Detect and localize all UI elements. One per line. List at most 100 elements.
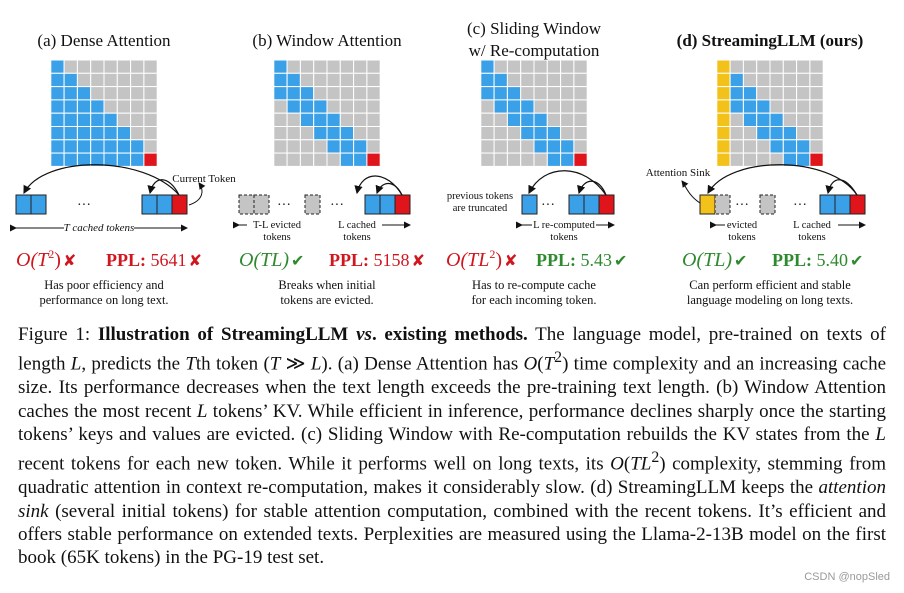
grid-cell bbox=[103, 126, 118, 141]
complexity-label: O(TL) ✔ bbox=[682, 249, 747, 271]
token-box bbox=[15, 194, 32, 215]
grid-cell bbox=[366, 152, 381, 167]
ppl-label: PPL: bbox=[536, 250, 581, 270]
ellipsis: ··· bbox=[541, 198, 555, 213]
cross-icon: ✘ bbox=[412, 253, 425, 270]
caption-label: Figure 1: bbox=[18, 324, 98, 345]
check-icon: ✔ bbox=[291, 253, 304, 270]
token-box bbox=[253, 194, 270, 215]
grid-cell bbox=[50, 86, 65, 101]
grid-cell bbox=[520, 86, 535, 101]
grid-cell bbox=[506, 59, 522, 74]
grid-cell bbox=[326, 152, 341, 167]
grid-cell bbox=[716, 72, 731, 88]
grid-cell bbox=[493, 139, 508, 154]
complexity-label: O(T2) ✘ bbox=[16, 247, 76, 271]
grid-cell bbox=[796, 86, 811, 101]
grid-cell bbox=[90, 126, 105, 141]
ppl-value: PPL: 5.43 ✔ bbox=[536, 250, 627, 270]
panel-description: Has poor efficiency and bbox=[44, 278, 164, 292]
grid-cell bbox=[273, 72, 288, 88]
grid-cell bbox=[90, 99, 105, 114]
attention-grid bbox=[480, 59, 588, 167]
grid-cell bbox=[782, 126, 798, 141]
grid-cell bbox=[76, 126, 92, 141]
panel-title: (b) Window Attention bbox=[252, 31, 402, 50]
grid-cell bbox=[50, 126, 65, 141]
grid-cell bbox=[742, 139, 758, 154]
grid-cell bbox=[90, 72, 105, 88]
grid-cell bbox=[313, 112, 328, 127]
grid-cell bbox=[560, 72, 575, 88]
grid-cell bbox=[506, 139, 522, 154]
grid-cell bbox=[130, 59, 145, 74]
grid-cell bbox=[506, 86, 522, 101]
complexity-label: O(TL2) ✘ bbox=[446, 247, 517, 271]
grid-cell bbox=[782, 139, 798, 154]
grid-cell bbox=[480, 86, 495, 101]
grid-cell bbox=[326, 99, 341, 114]
grid-cell bbox=[742, 126, 758, 141]
grid-cell bbox=[742, 59, 758, 74]
complexity-main: O(TL) bbox=[239, 249, 289, 271]
grid-cell bbox=[130, 72, 145, 88]
grid-cell bbox=[546, 139, 562, 154]
grid-cell bbox=[299, 126, 315, 141]
grid-cell bbox=[103, 99, 118, 114]
grid-cell bbox=[143, 126, 158, 141]
grid-cell bbox=[729, 126, 744, 141]
panel-description: tokens are evicted. bbox=[280, 293, 373, 307]
grid-cell bbox=[560, 112, 575, 127]
token-box bbox=[394, 194, 411, 215]
grid-cell bbox=[546, 99, 562, 114]
grid-cell bbox=[50, 139, 65, 154]
grid-cell bbox=[520, 99, 535, 114]
grid-cell bbox=[90, 112, 105, 127]
grid-cell bbox=[299, 72, 315, 88]
grid-cell bbox=[116, 152, 132, 167]
grid-cell bbox=[50, 72, 65, 88]
grid-cell bbox=[116, 126, 132, 141]
sink-arrow bbox=[681, 180, 701, 204]
token-box bbox=[521, 194, 538, 215]
grid-cell bbox=[546, 152, 562, 167]
grid-cell bbox=[506, 152, 522, 167]
grid-cell bbox=[560, 86, 575, 101]
grid-cell bbox=[63, 72, 78, 88]
grid-cell bbox=[366, 126, 381, 141]
grid-cell bbox=[326, 112, 341, 127]
grid-cell bbox=[313, 152, 328, 167]
grid-cell bbox=[573, 126, 588, 141]
ellipsis: ··· bbox=[330, 198, 344, 213]
grid-cell bbox=[782, 99, 798, 114]
grid-cell bbox=[493, 99, 508, 114]
grid-cell bbox=[63, 126, 78, 141]
grid-cell bbox=[769, 99, 784, 114]
token-box bbox=[598, 194, 615, 215]
grid-cell bbox=[76, 72, 92, 88]
attention-arrow bbox=[147, 179, 180, 196]
grid-cell bbox=[116, 72, 132, 88]
grid-cell bbox=[520, 139, 535, 154]
grid-cell bbox=[313, 139, 328, 154]
grid-cell bbox=[533, 152, 548, 167]
grid-cell bbox=[573, 72, 588, 88]
current-token-label: Current Token bbox=[172, 173, 236, 185]
grid-cell bbox=[63, 99, 78, 114]
grid-cell bbox=[742, 86, 758, 101]
grid-cell bbox=[573, 139, 588, 154]
grid-cell bbox=[796, 72, 811, 88]
grid-cell bbox=[506, 126, 522, 141]
truncated-label: are truncated bbox=[453, 203, 508, 214]
evicted-label: tokens bbox=[728, 232, 755, 243]
evicted-label: T-L evicted bbox=[253, 220, 302, 231]
complexity-tail: ) bbox=[54, 249, 61, 271]
grid-cell bbox=[782, 112, 798, 127]
grid-cell bbox=[286, 139, 301, 154]
grid-cell bbox=[546, 126, 562, 141]
grid-cell bbox=[326, 139, 341, 154]
grid-cell bbox=[493, 126, 508, 141]
grid-cell bbox=[520, 112, 535, 127]
figure-caption: Figure 1: Illustration of StreamingLLM v… bbox=[18, 324, 887, 569]
